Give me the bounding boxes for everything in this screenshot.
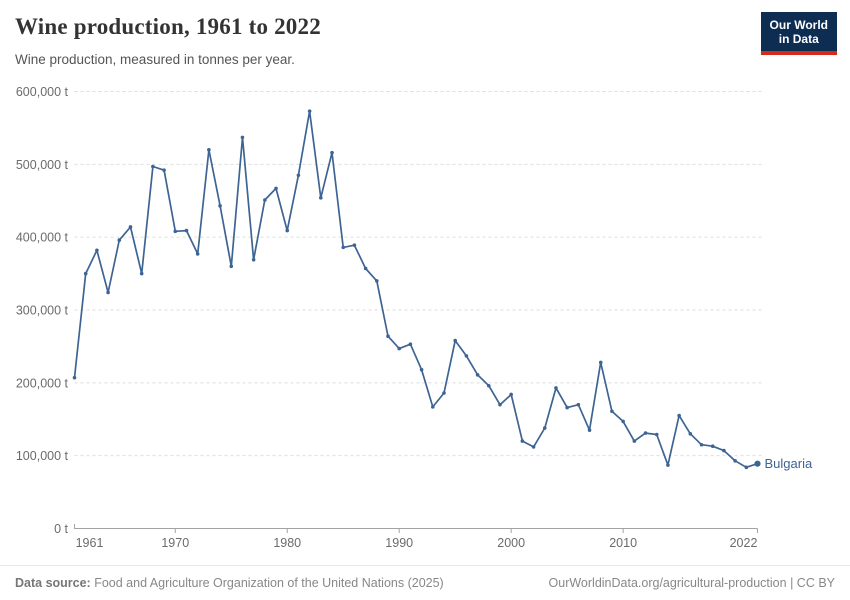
data-point[interactable]: [754, 460, 761, 467]
data-point[interactable]: [643, 431, 648, 435]
data-point[interactable]: [341, 245, 346, 250]
data-point[interactable]: [576, 402, 581, 407]
data-point[interactable]: [688, 432, 693, 436]
data-point[interactable]: [184, 228, 189, 233]
x-axis-labels: 1961 1970 1980 1990 2000 2010 2022: [76, 536, 758, 550]
data-point[interactable]: [486, 383, 491, 388]
owid-logo-line1: Our World: [769, 18, 828, 32]
data-point[interactable]: [363, 266, 368, 271]
data-point[interactable]: [722, 448, 726, 453]
data-point[interactable]: [274, 186, 278, 191]
license-link[interactable]: CC BY: [796, 576, 835, 590]
data-point[interactable]: [307, 109, 312, 113]
data-point[interactable]: [285, 228, 290, 233]
data-point[interactable]: [95, 248, 99, 253]
data-source-note: Data source: Food and Agriculture Organi…: [15, 576, 444, 590]
data-point[interactable]: [475, 373, 480, 377]
data-point[interactable]: [442, 391, 446, 395]
y-tick-label: 400,000 t: [16, 231, 69, 245]
data-point[interactable]: [375, 279, 379, 283]
y-tick-label: 200,000 t: [16, 376, 69, 390]
data-point[interactable]: [128, 225, 133, 229]
data-point[interactable]: [666, 463, 670, 467]
footer-links: OurWorldinData.org/agricultural-producti…: [549, 576, 835, 590]
y-axis-labels: 0 t 100,000 t 200,000 t 300,000 t 400,000 t 5…: [16, 85, 69, 536]
data-point[interactable]: [610, 409, 614, 414]
owid-logo-line2: in Data: [778, 32, 819, 47]
data-point[interactable]: [106, 290, 110, 295]
owid-logo[interactable]: Our World in Data: [760, 12, 837, 55]
data-point[interactable]: [598, 360, 603, 365]
owid-url-link[interactable]: OurWorldinData.org/agricultural-producti…: [548, 576, 787, 590]
chart-footer: Data source: Food and Agriculture Organi…: [0, 565, 850, 600]
data-point[interactable]: [509, 392, 513, 397]
data-point[interactable]: [531, 445, 536, 449]
data-point[interactable]: [229, 264, 234, 269]
x-axis: [74, 524, 758, 533]
y-tick-label: 500,000 t: [16, 158, 69, 172]
data-point[interactable]: [319, 196, 323, 200]
data-point[interactable]: [554, 386, 558, 390]
data-point[interactable]: [83, 271, 88, 276]
chart-title: Wine production, 1961 to 2022: [15, 14, 321, 39]
data-point[interactable]: [520, 439, 525, 443]
data-point[interactable]: [162, 168, 166, 172]
data-point[interactable]: [218, 204, 222, 208]
data-point[interactable]: [733, 458, 737, 463]
x-tick-label: 2000: [497, 536, 525, 550]
data-points-bulgaria[interactable]: [72, 109, 761, 470]
x-tick-label: 1961: [76, 536, 104, 550]
y-tick-label: 100,000 t: [16, 449, 69, 463]
data-point[interactable]: [453, 338, 457, 343]
data-point[interactable]: [195, 252, 200, 256]
data-point[interactable]: [710, 444, 715, 448]
x-tick-label: 2010: [609, 536, 637, 550]
data-point[interactable]: [542, 426, 547, 430]
data-point[interactable]: [240, 135, 245, 140]
footer-separator: |: [786, 576, 797, 590]
data-point[interactable]: [251, 257, 256, 262]
data-point[interactable]: [296, 173, 301, 178]
data-point[interactable]: [498, 402, 502, 407]
data-point[interactable]: [621, 419, 625, 424]
data-point[interactable]: [117, 238, 122, 242]
data-point[interactable]: [632, 439, 637, 443]
data-point[interactable]: [565, 405, 569, 410]
data-point[interactable]: [654, 432, 659, 437]
data-point[interactable]: [464, 354, 469, 358]
data-point[interactable]: [330, 150, 334, 155]
data-point[interactable]: [352, 243, 357, 247]
x-tick-label: 2022: [730, 536, 758, 550]
data-point[interactable]: [744, 465, 749, 470]
data-point[interactable]: [677, 413, 681, 418]
y-tick-label: 600,000 t: [16, 85, 69, 99]
data-point[interactable]: [397, 346, 402, 351]
x-tick-label: 1980: [273, 536, 301, 550]
gridlines: [74, 91, 762, 457]
data-point[interactable]: [386, 334, 390, 339]
data-point[interactable]: [263, 198, 267, 202]
data-point[interactable]: [151, 164, 155, 169]
data-point[interactable]: [207, 147, 211, 152]
series-label-bulgaria: Bulgaria: [765, 456, 813, 471]
data-point[interactable]: [587, 428, 592, 432]
chart-canvas[interactable]: 0 t 100,000 t 200,000 t 300,000 t 400,000 t 5…: [0, 0, 850, 560]
data-point[interactable]: [699, 442, 704, 447]
data-point[interactable]: [430, 405, 435, 409]
data-point[interactable]: [72, 375, 77, 380]
x-tick-label: 1970: [161, 536, 189, 550]
data-point[interactable]: [139, 271, 144, 276]
x-tick-label: 1990: [385, 536, 413, 550]
data-point[interactable]: [173, 229, 178, 234]
data-source-label: Data source:: [15, 576, 91, 590]
data-source-text: Food and Agriculture Organization of the…: [90, 576, 444, 590]
y-tick-label: 300,000 t: [16, 304, 69, 318]
y-tick-label: 0 t: [54, 522, 68, 536]
data-point[interactable]: [408, 342, 413, 347]
chart-subtitle: Wine production, measured in tonnes per …: [15, 52, 295, 67]
series-line-bulgaria[interactable]: [73, 110, 759, 469]
data-point[interactable]: [419, 367, 424, 372]
